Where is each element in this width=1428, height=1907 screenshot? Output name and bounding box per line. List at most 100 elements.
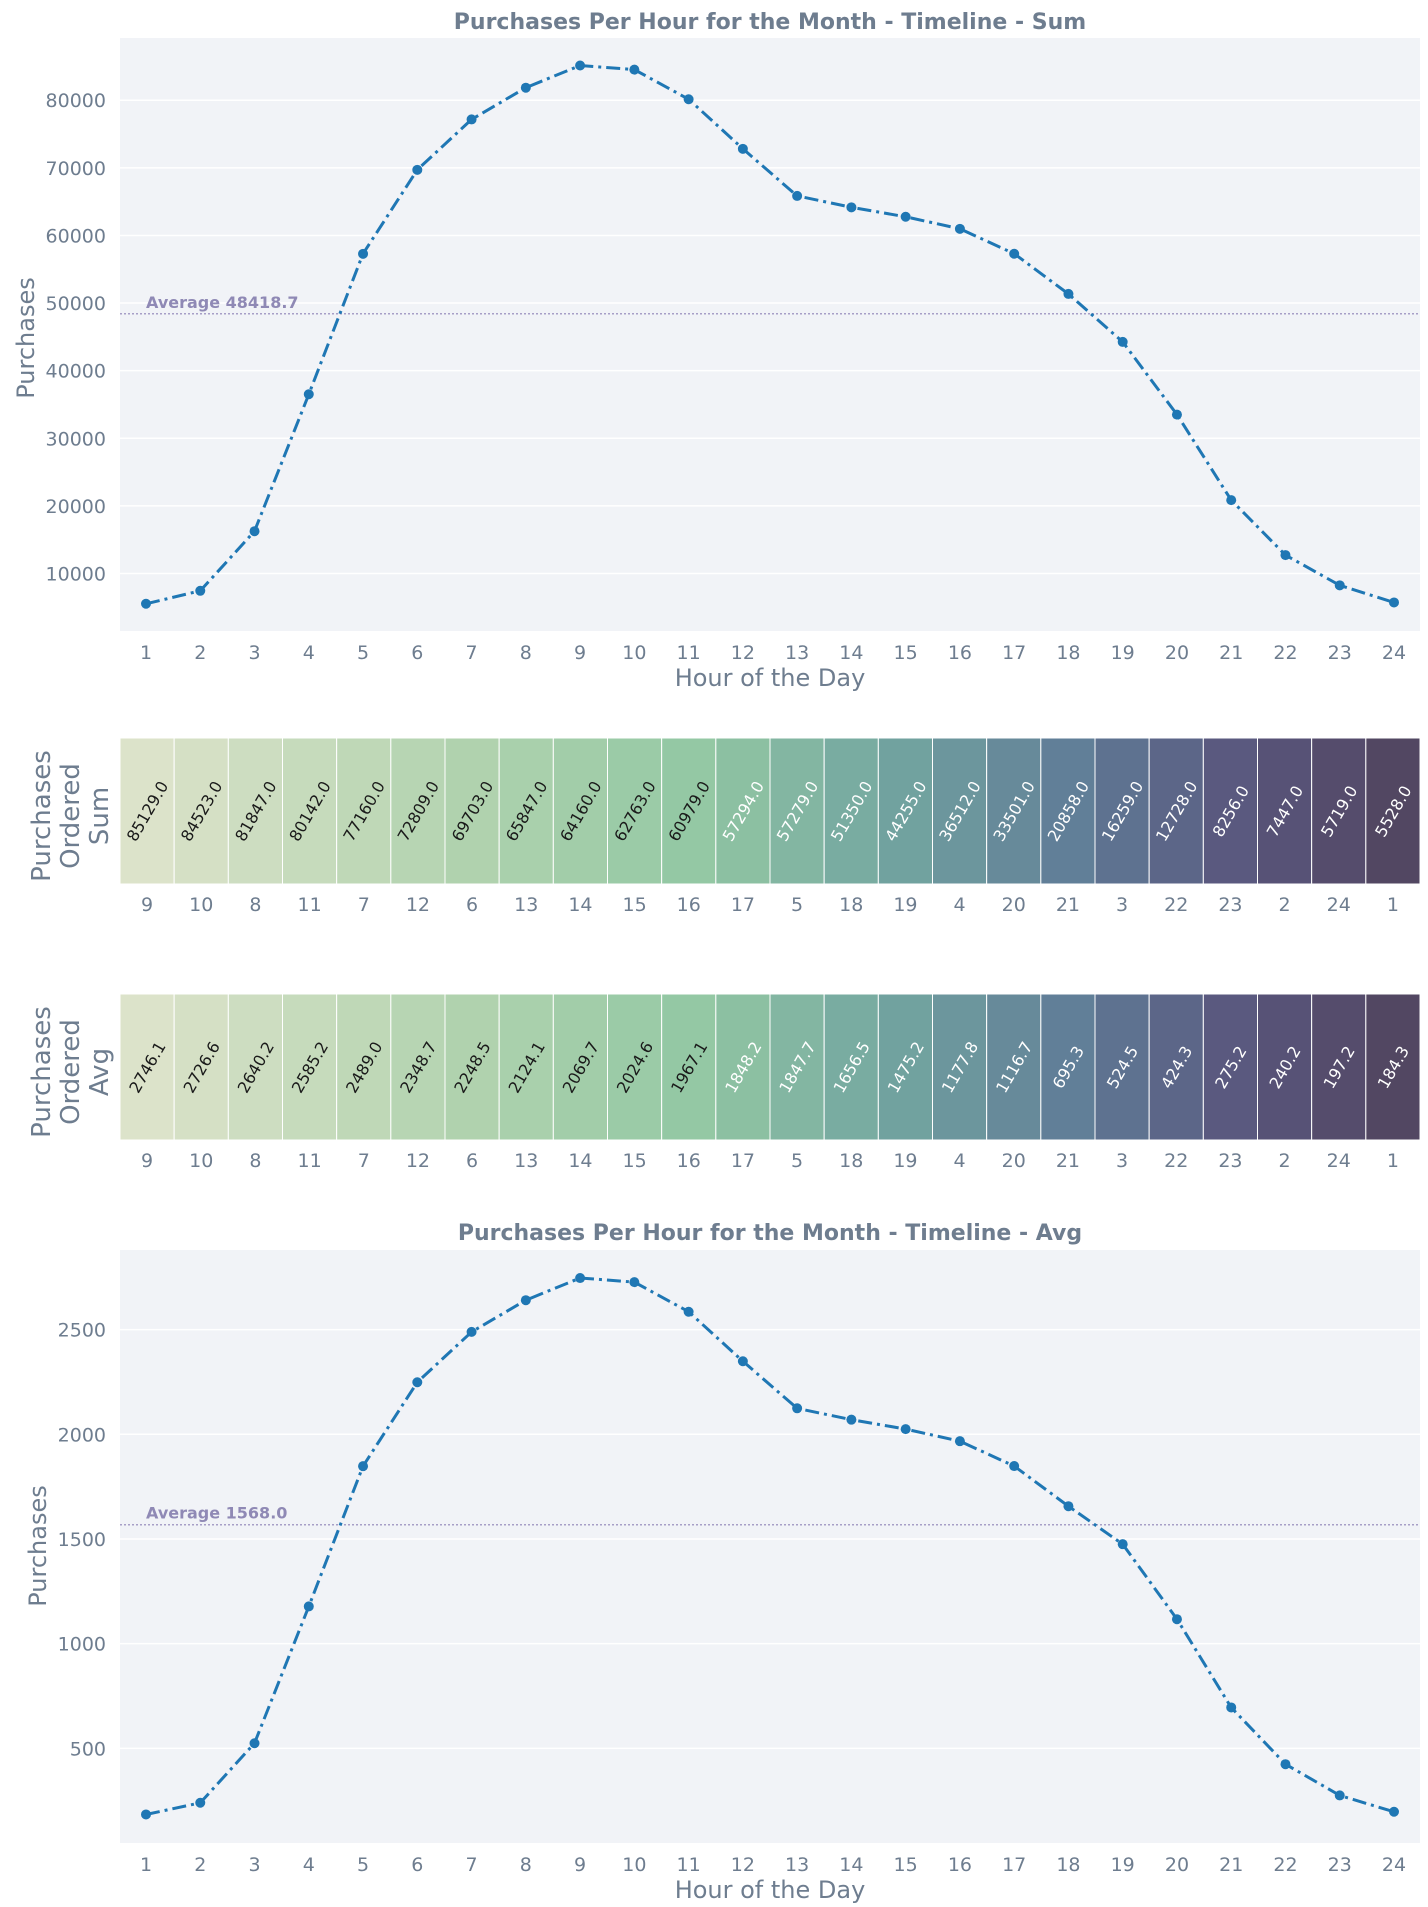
sum-point-hour-8 (520, 82, 531, 93)
sum-point-hour-14 (846, 202, 857, 213)
x-tick-label: 16 (948, 642, 972, 664)
x-tick-label: 20 (1165, 1854, 1189, 1876)
avg-heatmap-cell-hour-5 (769, 993, 825, 1141)
avg-point-hour-13 (792, 1403, 803, 1414)
avg-heatmap-cell-hour-2 (1257, 993, 1313, 1141)
sum-point-hour-17 (1009, 248, 1020, 259)
avg-series-points (141, 1273, 1399, 1820)
avg-timeline-y-axis-label: Purchases (24, 1485, 52, 1607)
x-tick-label: 24 (1327, 894, 1351, 916)
x-tick-label: 7 (358, 894, 370, 916)
x-tick-label: 23 (1218, 1150, 1242, 1172)
x-tick-label: 14 (839, 642, 863, 664)
x-tick-label: 10 (622, 1854, 646, 1876)
y-tick-label: 40000 (46, 361, 106, 383)
x-tick-label: 23 (1328, 642, 1352, 664)
x-tick-label: 13 (785, 1854, 809, 1876)
avg-heatmap-cell-hour-7 (336, 993, 392, 1141)
sum-heatmap-cell-hour-16 (661, 737, 717, 885)
sum-point-hour-24 (1389, 597, 1399, 608)
sum-point-hour-21 (1226, 495, 1237, 506)
x-tick-label: 5 (357, 1854, 369, 1876)
x-tick-label: 20 (1002, 894, 1026, 916)
x-tick-label: 21 (1219, 642, 1243, 664)
x-tick-label: 2 (194, 1854, 206, 1876)
x-tick-label: 12 (731, 1854, 755, 1876)
avg-heatmap-cell-hour-9 (119, 993, 175, 1141)
x-tick-label: 5 (357, 642, 369, 664)
sum-timeline-plot-area (120, 38, 1420, 631)
avg-heatmap-x-ticks: 9 10 8 11 7 12 6 13 14 15 16 17 5 18 19 4 20 21 3 22 23 2 24 1 (141, 1150, 1399, 1172)
avg-timeline-grid (120, 1328, 1420, 1750)
avg-point-hour-12 (737, 1356, 748, 1367)
sum-ordered-heatmap: 85129.0 84523.0 81847.0 80142.0 77160.0 72809… (27, 737, 1421, 916)
x-tick-label: 9 (141, 894, 153, 916)
sum-point-hour-2 (195, 585, 206, 596)
x-tick-label: 11 (297, 894, 321, 916)
x-tick-label: 18 (1056, 1854, 1080, 1876)
x-tick-label: 8 (249, 894, 261, 916)
x-tick-label: 1 (1387, 894, 1399, 916)
x-tick-label: 3 (1116, 1150, 1128, 1172)
avg-timeline-x-ticks: 1 2 3 4 5 6 7 8 9 10 11 12 13 14 15 16 17 18 19 20 21 22 23 24 (140, 1854, 1406, 1876)
x-tick-label: 16 (677, 1150, 701, 1172)
x-tick-label: 18 (839, 1150, 863, 1172)
avg-point-hour-23 (1334, 1790, 1345, 1801)
y-tick-label: 1500 (58, 1529, 106, 1551)
x-tick-label: 8 (249, 1150, 261, 1172)
y-tick-label: 30000 (46, 428, 106, 450)
sum-heatmap-cell-hour-19 (877, 737, 933, 885)
sum-heatmap-y-label-line-2: Ordered (56, 763, 86, 869)
sum-heatmap-cell-hour-23 (1202, 737, 1259, 885)
sum-heatmap-x-ticks: 9 10 8 11 7 12 6 13 14 15 16 17 5 18 19 4 20 21 3 22 23 2 24 1 (141, 894, 1399, 916)
x-tick-label: 3 (1116, 894, 1128, 916)
avg-point-hour-4 (303, 1601, 314, 1612)
x-tick-label: 17 (731, 1150, 755, 1172)
y-tick-label: 2000 (58, 1424, 106, 1446)
avg-average-label: Average 1568.0 (146, 1504, 287, 1523)
sum-timeline-title: Purchases Per Hour for the Month - Timel… (454, 10, 1086, 35)
avg-point-hour-10 (629, 1277, 640, 1288)
sum-point-hour-22 (1280, 550, 1291, 561)
sum-point-hour-19 (1117, 336, 1128, 347)
sum-heatmap-cells (119, 737, 1421, 885)
x-tick-label: 7 (466, 642, 478, 664)
avg-point-hour-16 (954, 1436, 965, 1447)
avg-point-hour-1 (141, 1809, 151, 1820)
avg-heatmap-cell-hour-24 (1311, 993, 1367, 1141)
avg-point-hour-2 (195, 1797, 206, 1808)
x-tick-label: 15 (894, 642, 918, 664)
x-tick-label: 14 (568, 894, 592, 916)
x-tick-label: 6 (466, 1150, 478, 1172)
x-tick-label: 12 (406, 1150, 430, 1172)
avg-heatmap-y-label-line-3: Avg (85, 1048, 115, 1096)
x-tick-label: 19 (893, 894, 917, 916)
avg-point-hour-8 (520, 1295, 531, 1306)
x-tick-label: 8 (520, 642, 532, 664)
avg-heatmap-cell-hour-6 (444, 993, 500, 1141)
avg-heatmap-cell-hour-15 (607, 993, 663, 1141)
x-tick-label: 20 (1002, 1150, 1026, 1172)
avg-point-hour-18 (1063, 1501, 1074, 1512)
sum-heatmap-cell-hour-14 (552, 737, 608, 885)
x-tick-label: 15 (894, 1854, 918, 1876)
avg-heatmap-cell-hour-1 (1365, 993, 1421, 1141)
avg-point-hour-17 (1009, 1461, 1020, 1472)
avg-point-hour-22 (1280, 1759, 1291, 1770)
avg-heatmap-cells (119, 993, 1421, 1141)
sum-timeline-x-axis-label: Hour of the Day (675, 664, 866, 692)
x-tick-label: 22 (1273, 1854, 1297, 1876)
y-tick-label: 10000 (46, 564, 106, 586)
y-tick-label: 50000 (46, 293, 106, 315)
sum-point-hour-4 (303, 389, 314, 400)
avg-heatmap-cell-hour-21 (1040, 993, 1096, 1141)
x-tick-label: 17 (1002, 1854, 1026, 1876)
x-tick-label: 19 (893, 1150, 917, 1172)
avg-heatmap-cell-hour-19 (877, 993, 933, 1141)
avg-point-hour-11 (683, 1306, 694, 1317)
x-tick-label: 18 (1056, 642, 1080, 664)
sum-timeline-grid (120, 99, 1420, 575)
sum-series-line (145, 63, 1395, 606)
x-tick-label: 9 (574, 642, 586, 664)
